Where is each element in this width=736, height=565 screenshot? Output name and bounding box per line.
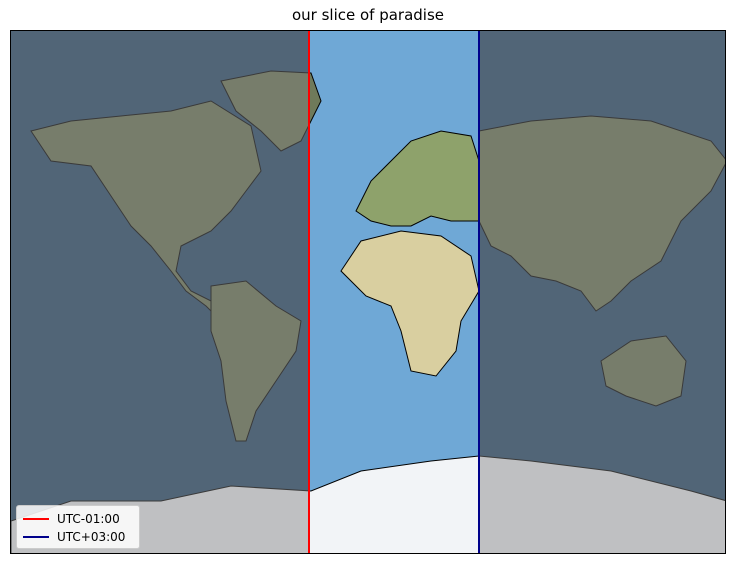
world-map-canvas	[11, 31, 725, 553]
map-title: our slice of paradise	[291, 6, 445, 24]
legend-label: UTC+03:00	[57, 530, 126, 544]
land-masses	[11, 70, 725, 553]
legend-swatch-red	[23, 518, 49, 520]
legend-item: UTC+03:00	[23, 528, 133, 546]
legend: UTC-01:00 UTC+03:00	[16, 505, 140, 549]
legend-label: UTC-01:00	[57, 512, 120, 526]
legend-swatch-navy	[23, 536, 49, 538]
world-map	[10, 30, 726, 554]
shade-west	[11, 31, 309, 553]
shade-east	[479, 31, 725, 553]
legend-item: UTC-01:00	[23, 510, 133, 528]
